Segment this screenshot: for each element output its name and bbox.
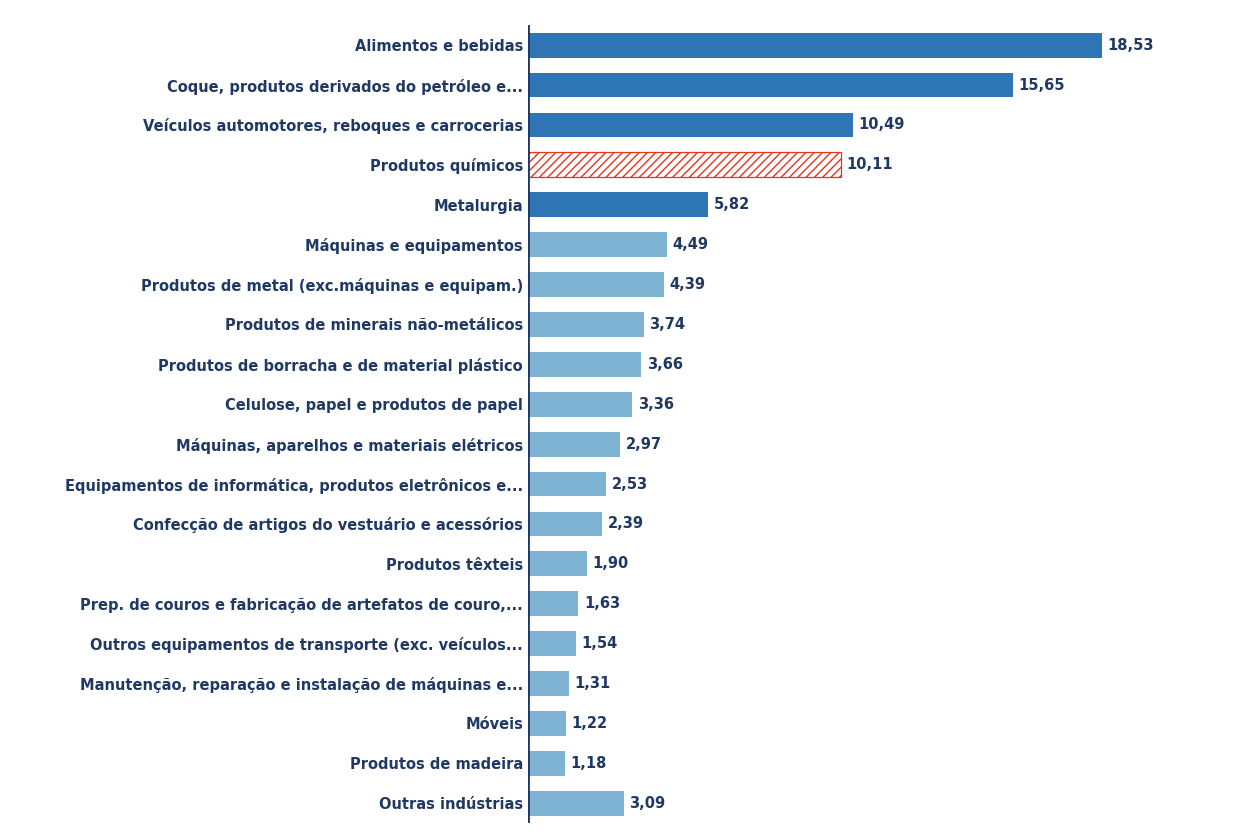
- Text: 10,11: 10,11: [847, 157, 894, 172]
- Text: 2,39: 2,39: [607, 517, 644, 532]
- Bar: [528, 591, 578, 616]
- Bar: [528, 711, 566, 736]
- Bar: [528, 312, 644, 337]
- Bar: [528, 472, 606, 496]
- Bar: [528, 392, 632, 417]
- Bar: [528, 352, 641, 376]
- Text: 1,90: 1,90: [592, 556, 628, 571]
- Bar: [528, 791, 623, 816]
- Text: 3,74: 3,74: [650, 317, 685, 332]
- Text: 1,22: 1,22: [572, 716, 607, 731]
- Text: 1,18: 1,18: [571, 756, 606, 771]
- Bar: [528, 751, 564, 775]
- Bar: [528, 153, 841, 177]
- Bar: [528, 552, 587, 576]
- Text: 1,31: 1,31: [574, 676, 611, 691]
- Bar: [528, 632, 576, 656]
- Text: 3,09: 3,09: [630, 795, 665, 811]
- Text: 3,36: 3,36: [637, 396, 674, 412]
- Text: 18,53: 18,53: [1107, 38, 1154, 53]
- Text: 2,97: 2,97: [626, 437, 661, 452]
- Text: 4,49: 4,49: [672, 237, 709, 252]
- Bar: [528, 432, 620, 456]
- Text: 1,54: 1,54: [581, 636, 617, 651]
- Bar: [528, 192, 708, 217]
- Bar: [528, 73, 1013, 97]
- Text: 2,53: 2,53: [612, 476, 649, 491]
- Text: 3,66: 3,66: [647, 357, 683, 372]
- Text: 1,63: 1,63: [585, 596, 620, 612]
- Bar: [528, 113, 854, 137]
- Bar: [528, 512, 602, 536]
- Text: 15,65: 15,65: [1018, 77, 1065, 92]
- Text: 5,82: 5,82: [714, 197, 750, 213]
- Bar: [528, 233, 667, 257]
- Bar: [528, 272, 664, 297]
- Bar: [528, 33, 1102, 57]
- Bar: [528, 153, 841, 177]
- Text: 4,39: 4,39: [670, 277, 705, 292]
- Bar: [528, 671, 568, 696]
- Text: 10,49: 10,49: [859, 118, 905, 133]
